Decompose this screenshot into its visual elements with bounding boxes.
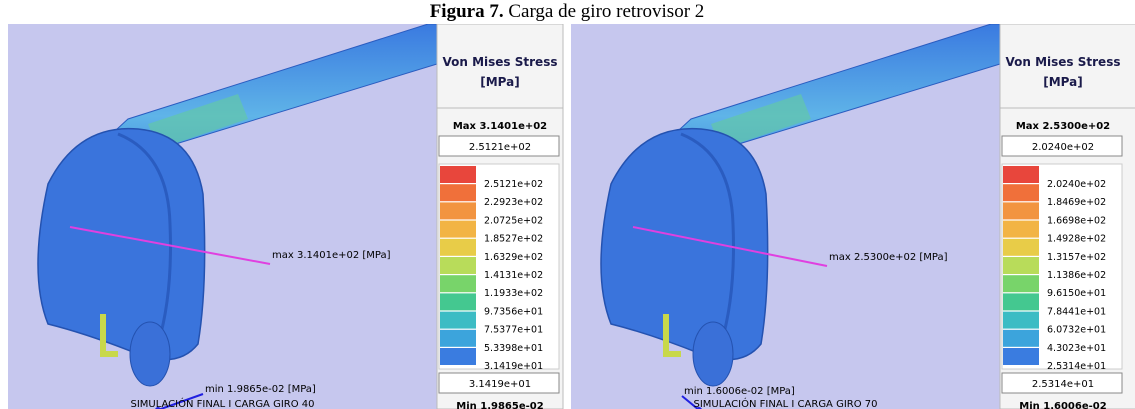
legend-min: Min 1.9865e-02 bbox=[456, 401, 543, 409]
legend-swatch bbox=[1003, 330, 1039, 347]
legend-swatch bbox=[440, 293, 476, 310]
legend-value: 4.3023e+01 bbox=[1047, 343, 1106, 354]
legend-value: 2.0725e+02 bbox=[484, 215, 543, 226]
legend-unit: [MPa] bbox=[480, 75, 519, 89]
legend-swatch bbox=[1003, 239, 1039, 256]
legend-max: Max 3.1401e+02 bbox=[453, 121, 547, 132]
legend-swatch bbox=[440, 312, 476, 329]
figure: Figura 7. Carga de giro retrovisor 2 max… bbox=[0, 0, 1135, 409]
legend-swatch bbox=[440, 330, 476, 347]
legend-swatch bbox=[1003, 312, 1039, 329]
legend-swatch bbox=[440, 166, 476, 183]
legend-value: 5.3398e+01 bbox=[484, 343, 543, 354]
caption-label: Figura 7. bbox=[430, 1, 504, 22]
footer: SIMULACIÓN FINAL I CARGA GIRO 70 bbox=[693, 397, 877, 409]
legend-swatch bbox=[1003, 202, 1039, 219]
legend-value: 1.4928e+02 bbox=[1047, 234, 1106, 245]
legend-value: 3.1419e+01 bbox=[484, 361, 543, 372]
legend-swatch bbox=[440, 275, 476, 292]
legend-min: Min 1.6006e-02 bbox=[1019, 401, 1106, 409]
legend-swatch bbox=[440, 202, 476, 219]
legend-swatch bbox=[1003, 166, 1039, 183]
legend-value: 7.8441e+01 bbox=[1047, 306, 1106, 317]
legend-max: Max 2.5300e+02 bbox=[1016, 121, 1110, 132]
max-annotation: max 3.1401e+02 [MPa] bbox=[272, 250, 391, 261]
legend-value: 1.6698e+02 bbox=[1047, 215, 1106, 226]
panel: max 2.5300e+02 [MPa] min 1.6006e-02 [MPa]… bbox=[571, 24, 1135, 409]
legend-value: 7.5377e+01 bbox=[484, 325, 543, 336]
legend-value: 9.7356e+01 bbox=[484, 306, 543, 317]
legend-title: Von Mises Stress bbox=[443, 55, 558, 69]
legend-swatch bbox=[440, 348, 476, 365]
legend-swatch bbox=[1003, 184, 1039, 201]
legend-value: 2.5121e+02 bbox=[484, 179, 543, 190]
legend-top: 2.0240e+02 bbox=[1032, 142, 1094, 153]
legend-top: 2.5121e+02 bbox=[469, 142, 531, 153]
panel: max 3.1401e+02 [MPa] min 1.9865e-02 [MPa]… bbox=[8, 24, 563, 409]
housing bbox=[601, 129, 768, 360]
mount-disc bbox=[130, 322, 170, 386]
caption-text: Carga de giro retrovisor 2 bbox=[508, 1, 704, 22]
legend-value: 1.8527e+02 bbox=[484, 234, 543, 245]
min-annotation: min 1.6006e-02 [MPa] bbox=[684, 386, 795, 397]
legend-bottom: 2.5314e+01 bbox=[1032, 379, 1094, 390]
legend-value: 1.3157e+02 bbox=[1047, 252, 1106, 263]
housing bbox=[38, 129, 205, 360]
legend-value: 2.5314e+01 bbox=[1047, 361, 1106, 372]
legend-value: 9.6150e+01 bbox=[1047, 288, 1106, 299]
legend-swatch bbox=[440, 239, 476, 256]
legend-value: 1.1386e+02 bbox=[1047, 270, 1106, 281]
legend-swatch bbox=[1003, 221, 1039, 238]
legend-value: 2.0240e+02 bbox=[1047, 179, 1106, 190]
legend-swatch bbox=[440, 257, 476, 274]
legend-unit: [MPa] bbox=[1043, 75, 1082, 89]
legend-value: 1.4131e+02 bbox=[484, 270, 543, 281]
legend-swatch bbox=[1003, 275, 1039, 292]
legend-swatch bbox=[1003, 293, 1039, 310]
footer: SIMULACIÓN FINAL I CARGA GIRO 40 bbox=[130, 397, 314, 409]
legend-swatch bbox=[1003, 348, 1039, 365]
legend-value: 2.2923e+02 bbox=[484, 197, 543, 208]
legend-swatch bbox=[440, 221, 476, 238]
legend-swatch bbox=[1003, 257, 1039, 274]
legend-bottom: 3.1419e+01 bbox=[469, 379, 531, 390]
caption: Figura 7. Carga de giro retrovisor 2 bbox=[430, 1, 705, 22]
legend-title: Von Mises Stress bbox=[1006, 55, 1121, 69]
min-annotation: min 1.9865e-02 [MPa] bbox=[205, 384, 316, 395]
legend-value: 6.0732e+01 bbox=[1047, 325, 1106, 336]
legend-value: 1.8469e+02 bbox=[1047, 197, 1106, 208]
max-annotation: max 2.5300e+02 [MPa] bbox=[829, 252, 948, 263]
mount-disc bbox=[693, 322, 733, 386]
legend-value: 1.1933e+02 bbox=[484, 288, 543, 299]
legend-swatch bbox=[440, 184, 476, 201]
legend-value: 1.6329e+02 bbox=[484, 252, 543, 263]
